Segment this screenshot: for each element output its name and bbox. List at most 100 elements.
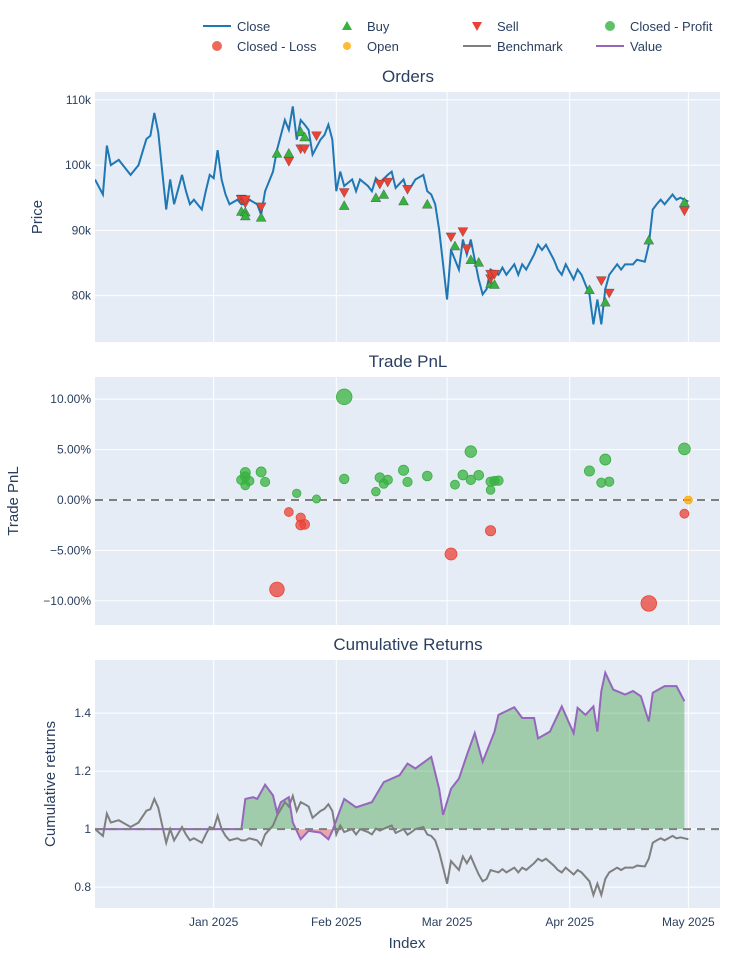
x-tick-label: May 2025	[662, 915, 715, 929]
buy-marker[interactable]	[338, 200, 350, 210]
y-tick-label: −5.00%	[50, 543, 91, 557]
sell-marker[interactable]	[283, 156, 295, 167]
x-axis-label: Index	[389, 935, 426, 952]
legend-item-buy[interactable]: Buy	[342, 19, 390, 34]
closed-profit-marker[interactable]	[678, 442, 691, 456]
y-tick-label: 110k	[66, 93, 92, 107]
sell-marker[interactable]	[402, 185, 413, 195]
sell-marker[interactable]	[239, 195, 251, 206]
closed-loss-marker[interactable]	[283, 507, 294, 517]
cumret-marks	[95, 669, 720, 899]
closed-profit-marker[interactable]	[292, 488, 302, 498]
sell-marker[interactable]	[595, 276, 607, 287]
subplot-1: 80k 90k 100k 110k Orders Price	[29, 67, 720, 342]
buy-marker[interactable]	[421, 198, 433, 209]
legend-item-close[interactable]: Close	[203, 19, 270, 34]
closed-profit-marker[interactable]	[402, 476, 413, 488]
sell-marker[interactable]	[299, 144, 311, 155]
closed-profit-marker[interactable]	[493, 475, 504, 486]
closed-profit-marker[interactable]	[465, 474, 476, 486]
buy-marker[interactable]	[489, 279, 500, 289]
buy-marker[interactable]	[378, 188, 390, 199]
closed-loss-marker[interactable]	[485, 525, 497, 537]
closed-profit-marker[interactable]	[371, 486, 381, 497]
closed-profit-marker[interactable]	[473, 469, 485, 481]
closed-profit-marker[interactable]	[382, 474, 393, 486]
sell-marker[interactable]	[461, 244, 473, 255]
legend-item-sell[interactable]: Sell	[472, 19, 519, 34]
sell-marker[interactable]	[311, 131, 322, 142]
closed-profit-marker[interactable]	[255, 466, 267, 478]
closed-profit-marker[interactable]	[599, 453, 612, 466]
pnl-marks	[95, 388, 720, 612]
y-tick-label: 0.8	[74, 880, 91, 894]
x-tick-label: Jan 2025	[189, 915, 239, 929]
sell-marker[interactable]	[457, 227, 469, 238]
closed-profit-marker[interactable]	[398, 464, 410, 476]
x-tick-label: Feb 2025	[311, 915, 362, 929]
y-tick-label: 0.00%	[57, 493, 91, 507]
closed-profit-marker[interactable]	[240, 480, 251, 491]
orders-marks	[95, 106, 690, 325]
y-tick-label: 5.00%	[57, 443, 91, 457]
legend[interactable]: Close Buy Sell Closed - Profit Closed - Loss…	[203, 19, 713, 54]
legend-label: Closed - Loss	[237, 39, 317, 54]
legend-item-value[interactable]: Value	[596, 39, 662, 54]
legend-label: Value	[630, 39, 662, 54]
closed-loss-marker[interactable]	[444, 547, 458, 561]
y-tick-label: 1	[84, 822, 91, 836]
sell-marker[interactable]	[445, 232, 457, 243]
legend-item-closed-profit[interactable]: Closed - Profit	[605, 19, 713, 34]
closed-loss-marker[interactable]	[640, 595, 657, 612]
legend-item-closed-loss[interactable]: Closed - Loss	[212, 39, 317, 54]
legend-item-benchmark[interactable]: Benchmark	[463, 39, 563, 54]
closed-profit-marker[interactable]	[421, 470, 433, 482]
closed-profit-marker[interactable]	[485, 485, 496, 495]
buy-marker[interactable]	[398, 195, 409, 206]
sell-marker[interactable]	[382, 177, 394, 188]
y-tick-label: 90k	[72, 223, 92, 237]
buy-marker[interactable]	[473, 256, 485, 267]
buy-marker[interactable]	[370, 192, 382, 202]
legend-label: Sell	[497, 19, 519, 34]
buy-marker[interactable]	[239, 210, 251, 221]
sell-marker[interactable]	[374, 179, 386, 190]
closed-profit-marker[interactable]	[450, 479, 460, 490]
closed-profit-marker[interactable]	[604, 476, 615, 487]
buy-marker[interactable]	[584, 284, 595, 295]
closed-profit-marker[interactable]	[457, 469, 469, 481]
sell-marker[interactable]	[338, 188, 350, 199]
buy-marker[interactable]	[255, 211, 267, 222]
sell-marker[interactable]	[603, 288, 615, 299]
y-axis-label: Price	[29, 200, 46, 234]
y-tick-label: 1.4	[74, 706, 91, 720]
buy-marker[interactable]	[599, 296, 611, 307]
value-fill-positive	[95, 672, 685, 830]
closed-profit-marker[interactable]	[260, 476, 271, 488]
closed-profit-marker[interactable]	[583, 465, 595, 477]
buy-marker[interactable]	[295, 126, 307, 137]
closed-loss-marker[interactable]	[299, 519, 310, 530]
legend-label: Buy	[367, 19, 390, 34]
buy-marker[interactable]	[271, 147, 283, 158]
closed-loss-marker[interactable]	[269, 581, 285, 598]
buy-marker[interactable]	[643, 234, 655, 245]
legend-item-open[interactable]: Open	[343, 39, 399, 54]
buy-marker[interactable]	[465, 254, 477, 265]
open-marker[interactable]	[683, 495, 693, 505]
closed-profit-marker[interactable]	[336, 388, 353, 406]
closed-profit-marker[interactable]	[464, 445, 477, 458]
buy-marker[interactable]	[299, 131, 311, 142]
buy-marker[interactable]	[678, 196, 690, 207]
sell-marker[interactable]	[678, 206, 690, 217]
value-fill-negative	[295, 829, 333, 840]
closed-profit-marker[interactable]	[312, 494, 321, 504]
sell-marker[interactable]	[255, 202, 267, 213]
closed-loss-marker[interactable]	[679, 508, 690, 519]
closed-profit-marker[interactable]	[339, 473, 350, 485]
legend-triangle-up-icon	[342, 21, 352, 30]
plot-background	[95, 377, 720, 625]
buy-marker[interactable]	[449, 240, 461, 251]
subplot-3: Jan 2025 Feb 2025 Mar 2025 Apr 2025 May 2025…	[42, 635, 720, 929]
sell-marker[interactable]	[489, 269, 500, 280]
